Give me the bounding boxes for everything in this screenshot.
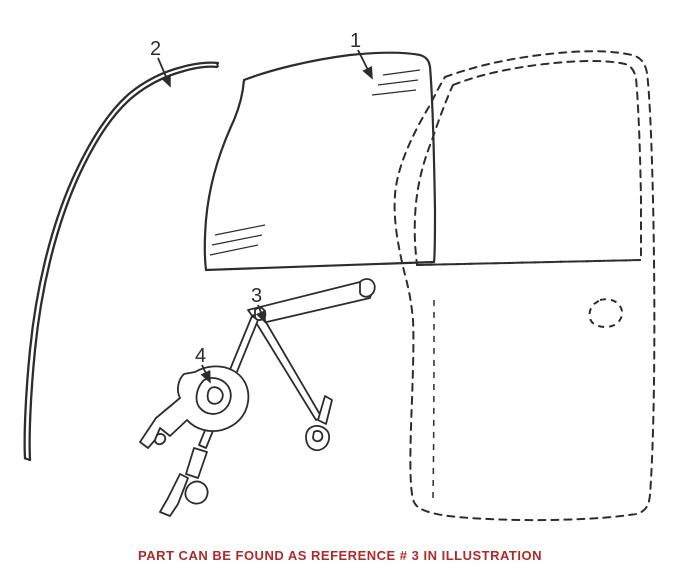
door-glass xyxy=(205,53,435,270)
callout-label-1: 1 xyxy=(350,30,361,53)
parts-illustration xyxy=(0,0,680,573)
callout-label-2: 2 xyxy=(150,38,161,61)
callout-label-3: 3 xyxy=(251,285,262,308)
diagram-canvas: 1 2 3 4 PART CAN BE FOUND AS REFERENCE #… xyxy=(0,0,680,573)
callout-label-4: 4 xyxy=(195,345,206,368)
regulator-motor xyxy=(140,366,248,448)
footer-reference-note: PART CAN BE FOUND AS REFERENCE # 3 IN IL… xyxy=(0,548,680,563)
